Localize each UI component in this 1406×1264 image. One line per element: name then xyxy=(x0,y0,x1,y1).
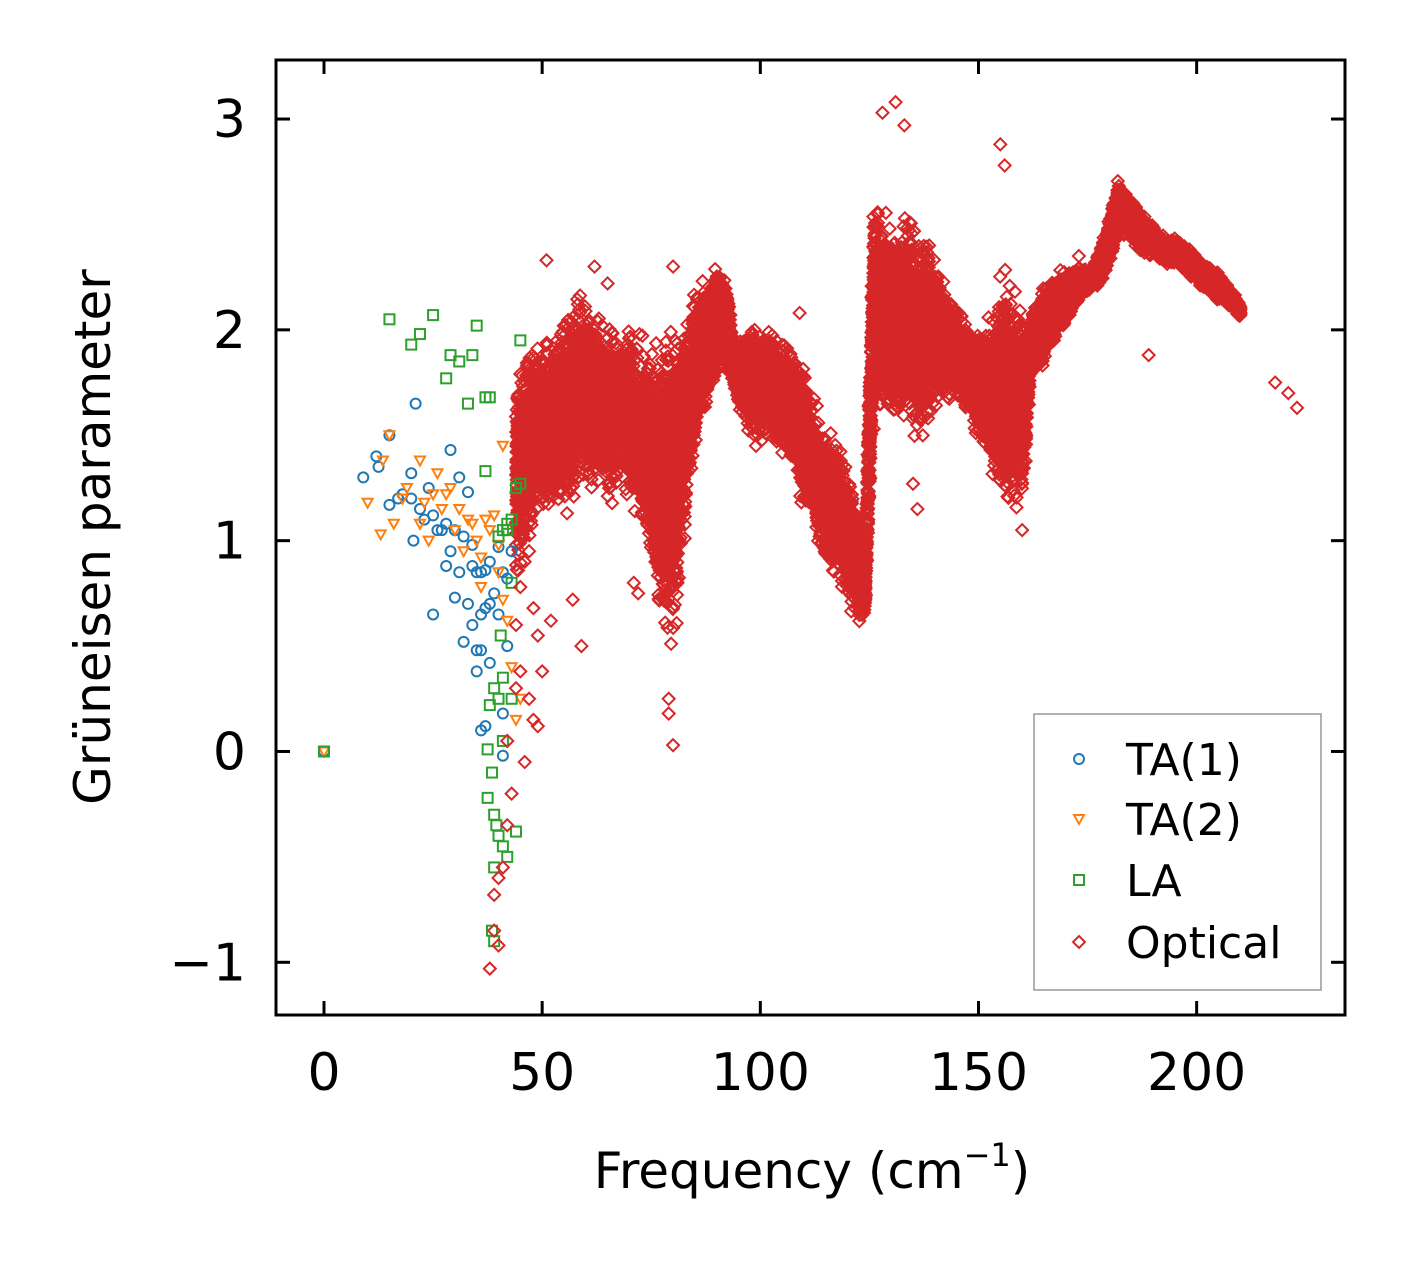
optical-cloud-point xyxy=(521,495,536,511)
optical-cloud-point xyxy=(559,505,575,521)
optical-cloud-point xyxy=(663,636,679,652)
optical-cloud-layer xyxy=(508,173,1248,652)
optical-cloud-point xyxy=(518,520,534,536)
optical-cloud-point xyxy=(509,489,525,504)
optical-cloud-point xyxy=(512,535,528,551)
optical-cloud-point xyxy=(521,515,536,531)
